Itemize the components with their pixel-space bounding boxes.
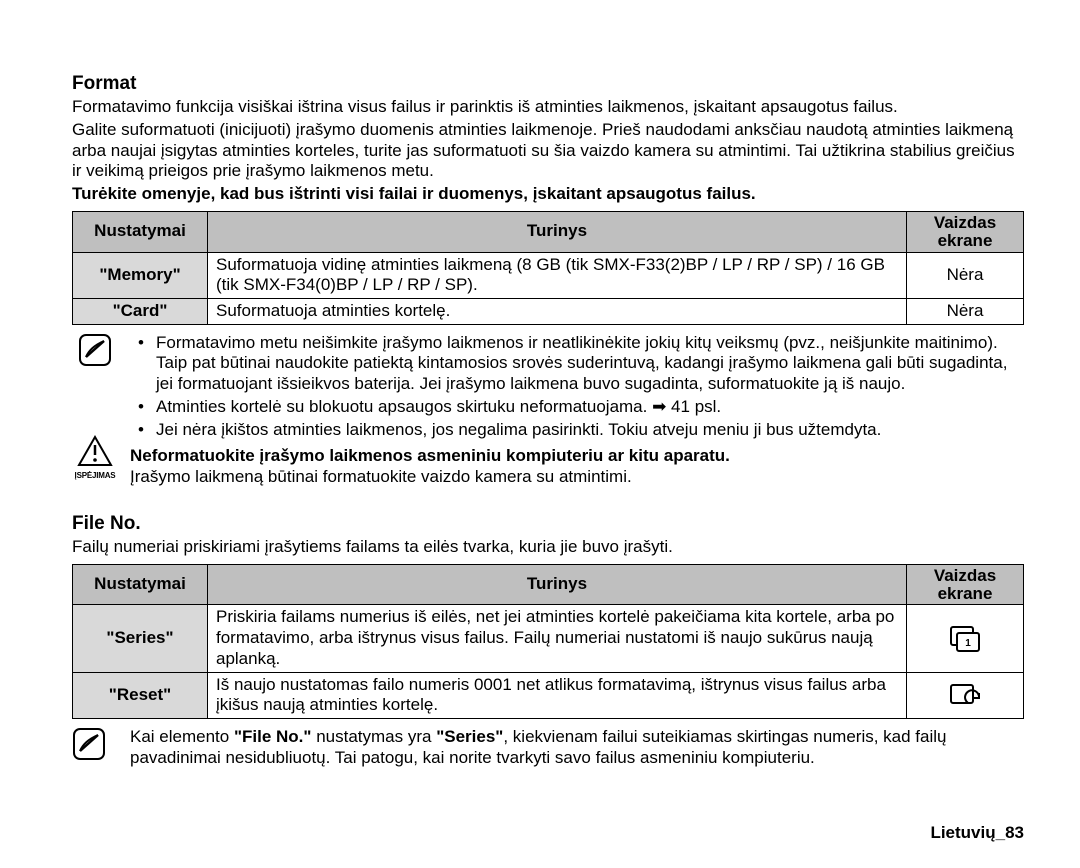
- footnote-bold: "Series": [436, 727, 503, 746]
- table-row: "Reset" Iš naujo nustatomas failo numeri…: [73, 672, 1024, 718]
- section-title: Format: [72, 72, 1024, 95]
- note-block: ĮSPĖJIMAS Formatavimo metu neišimkite įr…: [72, 333, 1024, 490]
- table-header-row: Nustatymai Turinys Vaizdas ekrane: [73, 564, 1024, 605]
- col-header: Vaizdas ekrane: [907, 211, 1024, 252]
- table-row: "Memory" Suformatuoja vidinę atminties l…: [73, 252, 1024, 298]
- paragraph: Galite suformatuoti (inicijuoti) įrašymo…: [72, 120, 1024, 182]
- reset-icon: [915, 681, 1015, 709]
- footnote-fragment: nustatymas yra: [311, 727, 436, 746]
- section-title: File No.: [72, 512, 1024, 535]
- format-table: Nustatymai Turinys Vaizdas ekrane "Memor…: [72, 211, 1024, 325]
- section-fileno: File No. Failų numeriai priskiriami įraš…: [72, 512, 1024, 769]
- paragraph: Failų numeriai priskiriami įrašytiems fa…: [72, 537, 1024, 558]
- list-item: Formatavimo metu neišimkite įrašymo laik…: [130, 333, 1024, 395]
- note-icon: [78, 333, 112, 367]
- bullet-list: Formatavimo metu neišimkite įrašymo laik…: [130, 333, 1024, 441]
- setting-cell: "Memory": [73, 252, 208, 298]
- warning-caption: ĮSPĖJIMAS: [75, 471, 116, 481]
- setting-cell: "Series": [73, 605, 208, 672]
- table-row: "Card" Suformatuoja atminties kortelę. N…: [73, 299, 1024, 325]
- setting-cell: "Card": [73, 299, 208, 325]
- display-icon-cell: 1: [907, 605, 1024, 672]
- display-cell: Nėra: [907, 299, 1024, 325]
- footnote-bold: "File No.": [234, 727, 312, 746]
- series-icon: 1: [915, 625, 1015, 653]
- col-header: Turinys: [208, 211, 907, 252]
- list-item: Jei nėra įkištos atminties laikmenos, jo…: [130, 420, 1024, 441]
- section-format: Format Formatavimo funkcija visiškai išt…: [72, 72, 1024, 490]
- page-footer: Lietuvių_83: [930, 823, 1024, 844]
- table-row: "Series" Priskiria failams numerius iš e…: [73, 605, 1024, 672]
- warning-icon: [77, 435, 113, 467]
- footnote-fragment: Kai elemento: [130, 727, 234, 746]
- fileno-table: Nustatymai Turinys Vaizdas ekrane "Serie…: [72, 564, 1024, 719]
- col-header: Nustatymai: [73, 564, 208, 605]
- col-header: Vaizdas ekrane: [907, 564, 1024, 605]
- emphasis-line: Turėkite omenyje, kad bus ištrinti visi …: [72, 184, 1024, 205]
- content-cell: Suformatuoja atminties kortelę.: [208, 299, 907, 325]
- col-header: Turinys: [208, 564, 907, 605]
- content-cell: Iš naujo nustatomas failo numeris 0001 n…: [208, 672, 907, 718]
- content-cell: Suformatuoja vidinę atminties laikmeną (…: [208, 252, 907, 298]
- note-content: Formatavimo metu neišimkite įrašymo laik…: [130, 333, 1024, 490]
- col-header: Nustatymai: [73, 211, 208, 252]
- table-header-row: Nustatymai Turinys Vaizdas ekrane: [73, 211, 1024, 252]
- note-icon-column: ĮSPĖJIMAS: [72, 333, 118, 490]
- warning-bold-line: Neformatuokite įrašymo laikmenos asmenin…: [130, 446, 1024, 467]
- display-cell: Nėra: [907, 252, 1024, 298]
- paragraph: Formatavimo funkcija visiškai ištrina vi…: [72, 97, 1024, 118]
- svg-text:1: 1: [965, 638, 971, 649]
- display-icon-cell: [907, 672, 1024, 718]
- content-cell: Priskiria failams numerius iš eilės, net…: [208, 605, 907, 672]
- document-page: Format Formatavimo funkcija visiškai išt…: [0, 0, 1080, 789]
- warning-line: Įrašymo laikmeną būtinai formatuokite va…: [130, 467, 1024, 488]
- setting-cell: "Reset": [73, 672, 208, 718]
- footnote-block: Kai elemento "File No." nustatymas yra "…: [72, 727, 1024, 768]
- list-item: Atminties kortelė su blokuotu apsaugos s…: [130, 397, 1024, 418]
- note-icon-column: [72, 727, 118, 768]
- footnote-text: Kai elemento "File No." nustatymas yra "…: [130, 727, 1024, 768]
- note-icon: [72, 727, 106, 761]
